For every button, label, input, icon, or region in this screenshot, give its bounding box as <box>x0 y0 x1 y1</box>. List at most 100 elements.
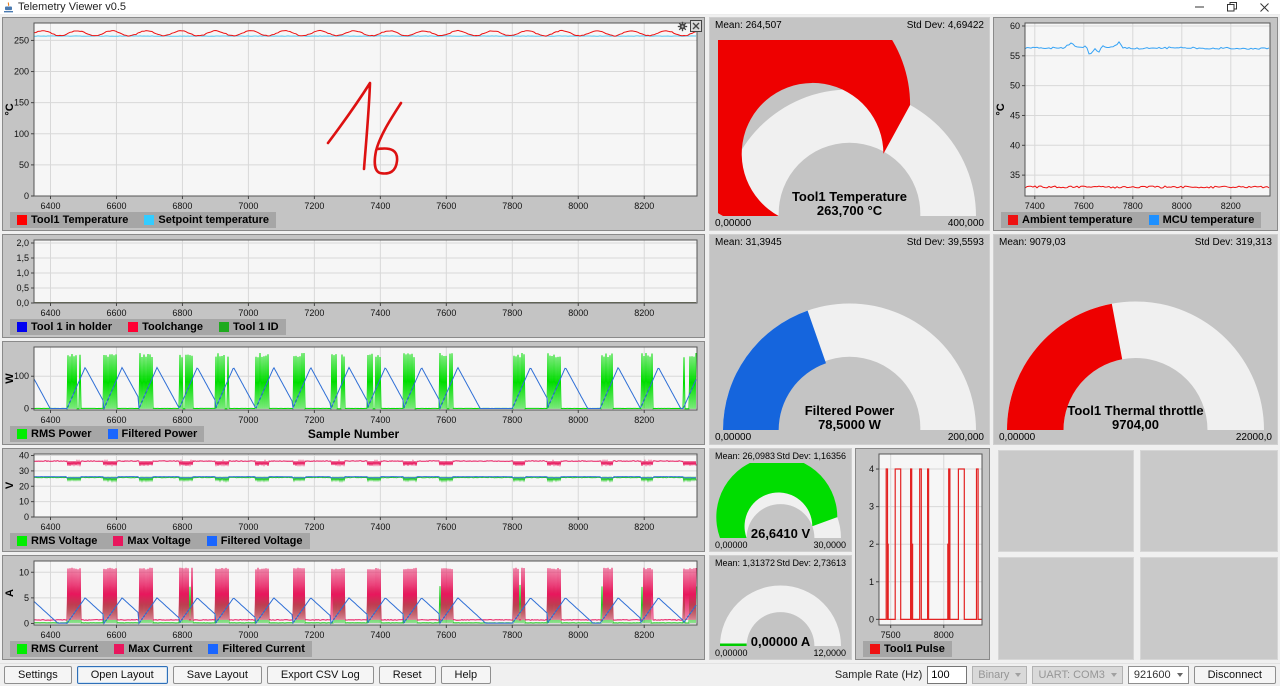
packet-type-select[interactable]: Binary <box>972 666 1028 684</box>
legend-item: Max Current <box>114 643 192 655</box>
open-layout-button[interactable]: Open Layout <box>76 666 168 684</box>
svg-text:7500: 7500 <box>881 630 901 640</box>
plot-area: 7400 7600 7800 8000 8200 35 40 45 50 55 60 °C <box>995 19 1276 211</box>
reset-button[interactable]: Reset <box>378 666 436 684</box>
svg-text:7600: 7600 <box>436 201 456 211</box>
series-filtered-current <box>33 597 697 625</box>
legend-item: Tool 1 ID <box>219 321 279 333</box>
gauge-max: 22000,0 <box>1235 432 1272 443</box>
disconnect-button[interactable]: Disconnect <box>1193 666 1276 684</box>
gauge-title: Tool1 Thermal throttle <box>1067 403 1204 418</box>
svg-text:150: 150 <box>14 98 29 108</box>
legend-swatch <box>144 215 155 225</box>
series-max-current <box>33 567 697 621</box>
gauge-title: Filtered Power <box>804 403 895 418</box>
legend-item: Tool1 Temperature <box>17 214 128 226</box>
connection-controls: Sample Rate (Hz) Binary UART: COM3 92160… <box>835 666 1276 684</box>
port-select[interactable]: UART: COM3 <box>1032 666 1123 684</box>
gauge-min: 0,00000 <box>715 432 752 443</box>
legend-label: Tool 1 in holder <box>31 321 113 333</box>
gauge-mean: Mean: 1,31372 <box>715 558 776 568</box>
legend-item: Setpoint temperature <box>144 214 269 226</box>
gauge-voltage[interactable]: Mean: 26,0983 Std Dev: 1,16356 26,6410 V… <box>709 448 852 552</box>
gauge-value: 0,00000 A <box>750 634 811 649</box>
plot-area: 6400 6600 6800 7000 7200 7400 7600 7800 8000 8200… <box>4 236 703 318</box>
gauge-thermal-throttle[interactable]: Mean: 9079,03 Std Dev: 319,313 Tool1 The… <box>993 234 1278 445</box>
legend-item: Filtered Current <box>208 643 305 655</box>
chart-tool-state[interactable]: 6400 6600 6800 7000 7200 7400 7600 7800 8000 8200… <box>2 234 705 338</box>
chart-current[interactable]: 6400 6600 6800 7000 7200 7400 7600 7800 8000 8200… <box>2 555 705 660</box>
svg-text:8000: 8000 <box>568 308 588 318</box>
chart-settings-gear-icon[interactable] <box>676 20 688 32</box>
chart-voltage[interactable]: 6400 6600 6800 7000 7200 7400 7600 7800 8000 8200… <box>2 448 705 552</box>
chart-tool1-temperature[interactable]: 6400 6600 6800 7000 7200 7400 7600 7800 8000 8200… <box>2 17 705 231</box>
chart-close-icon[interactable] <box>690 20 702 32</box>
svg-text:7400: 7400 <box>370 630 390 640</box>
gauge-max: 400,000 <box>947 218 984 229</box>
gauge-value: 9704,00 <box>1112 417 1159 432</box>
window-controls <box>1184 0 1280 15</box>
maximize-button[interactable] <box>1216 0 1248 15</box>
legend-item: MCU temperature <box>1148 214 1254 226</box>
svg-text:7600: 7600 <box>436 415 456 425</box>
legend-swatch <box>113 536 124 546</box>
svg-text:7000: 7000 <box>238 630 258 640</box>
help-button[interactable]: Help <box>440 666 492 684</box>
chart-power[interactable]: 6400 6600 6800 7000 7200 7400 7600 7800 8000 8200… <box>2 341 705 445</box>
empty-widget-slot[interactable] <box>998 557 1134 660</box>
close-button[interactable] <box>1248 0 1280 15</box>
titlebar: Telemetry Viewer v0.5 <box>0 0 1280 15</box>
legend-row: Tool1 Pulse <box>857 640 988 658</box>
svg-text:4: 4 <box>869 464 874 474</box>
legend-label: Max Voltage <box>127 535 191 547</box>
legend-row: RMS Power Filtered Power Sample Number <box>4 425 703 443</box>
legend-item: Toolchange <box>128 321 203 333</box>
gauge-mean: Mean: 264,507 <box>715 20 782 31</box>
svg-text:5: 5 <box>24 593 29 603</box>
legend-label: Tool1 Pulse <box>884 643 945 655</box>
empty-widget-slot[interactable] <box>998 450 1134 552</box>
legend-label: Toolchange <box>142 321 203 333</box>
settings-button[interactable]: Settings <box>4 666 72 684</box>
empty-widget-slot[interactable] <box>1140 450 1278 552</box>
svg-text:45: 45 <box>1010 110 1020 120</box>
gauge-current[interactable]: Mean: 1,31372 Std Dev: 2,73613 0,00000 A… <box>709 555 852 660</box>
svg-text:200: 200 <box>14 67 29 77</box>
svg-text:7400: 7400 <box>370 201 390 211</box>
svg-text:55: 55 <box>1010 51 1020 61</box>
gauge-arc <box>1002 257 1269 431</box>
window-title: Telemetry Viewer v0.5 <box>18 0 127 13</box>
gauge-tool1-temperature[interactable]: Mean: 264,507 Std Dev: 4,69422 Tool1 Tem… <box>709 17 990 231</box>
plot-area: 6400 6600 6800 7000 7200 7400 7600 7800 8000 8200… <box>4 557 703 640</box>
legend-item: Tool1 Pulse <box>870 643 945 655</box>
svg-text:10: 10 <box>19 497 29 507</box>
legend-label: Filtered Current <box>222 643 305 655</box>
empty-widget-slot[interactable] <box>1140 557 1278 660</box>
svg-text:3: 3 <box>869 502 874 512</box>
gauge-arc <box>718 257 981 431</box>
legend-item: RMS Power <box>17 428 92 440</box>
sample-rate-input[interactable] <box>927 666 968 684</box>
export-csv-button[interactable]: Export CSV Log <box>266 666 374 684</box>
gauge-filtered-power[interactable]: Mean: 31,3945 Std Dev: 39,5593 Filtered … <box>709 234 990 445</box>
chart-tool1-pulse[interactable]: 7500 8000 0 1 2 3 4 Tool1 Pulse <box>855 448 990 660</box>
gauge-arc <box>715 463 846 539</box>
chart-ambient-mcu-temperature[interactable]: 7400 7600 7800 8000 8200 35 40 45 50 55 60 °C Ambie… <box>993 17 1278 231</box>
baud-rate-select[interactable]: 921600 <box>1127 666 1189 684</box>
minimize-button[interactable] <box>1184 0 1216 15</box>
chart-hover-icons <box>676 20 702 32</box>
svg-text:100: 100 <box>14 129 29 139</box>
gauge-max: 12,0000 <box>813 648 846 658</box>
plot-area: 6400 6600 6800 7000 7200 7400 7600 7800 8000 8200… <box>4 19 703 211</box>
svg-text:7000: 7000 <box>238 201 258 211</box>
gauge-stddev: Std Dev: 319,313 <box>1194 237 1272 248</box>
save-layout-button[interactable]: Save Layout <box>172 666 262 684</box>
svg-text:7000: 7000 <box>238 308 258 318</box>
svg-text:6400: 6400 <box>40 201 60 211</box>
legend-label: Filtered Voltage <box>220 535 303 547</box>
legend-row: Tool1 Temperature Setpoint temperature <box>4 211 703 229</box>
svg-text:7000: 7000 <box>238 522 258 532</box>
svg-text:6400: 6400 <box>40 630 60 640</box>
legend-item: Max Voltage <box>113 535 191 547</box>
gauge-value: 26,6410 V <box>750 526 811 541</box>
